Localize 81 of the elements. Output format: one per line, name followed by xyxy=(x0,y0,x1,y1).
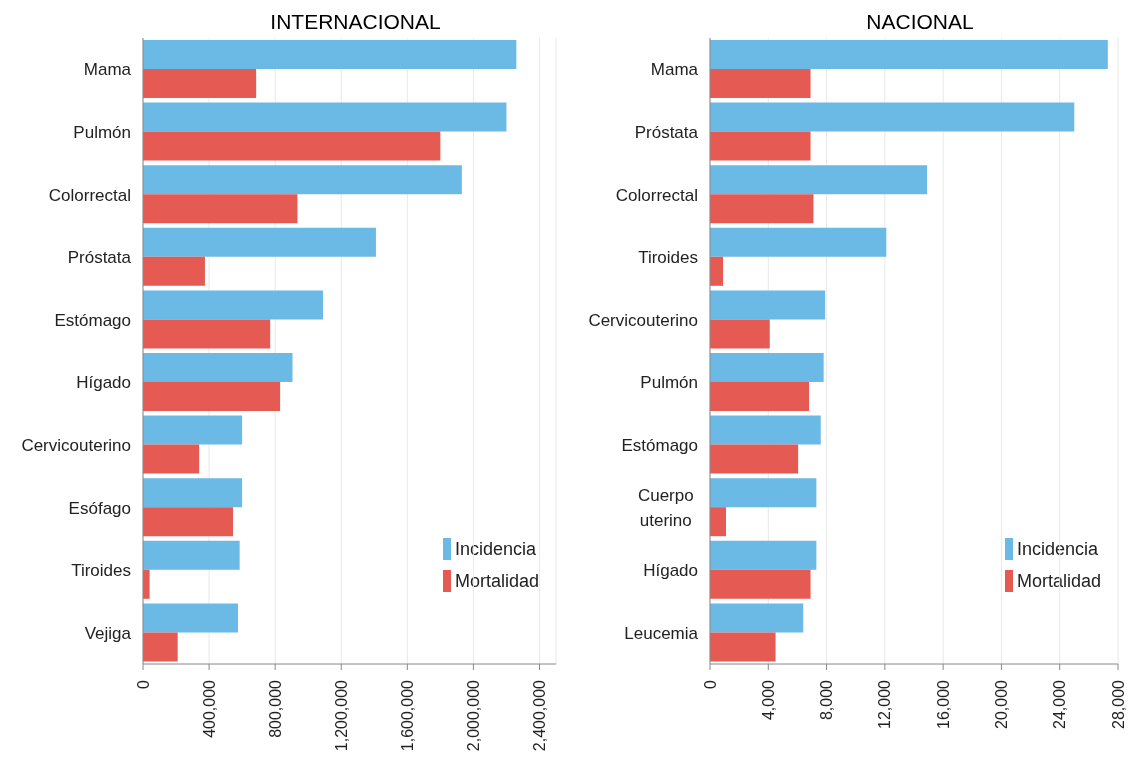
bar xyxy=(143,290,324,320)
y-tick-label: Tiroides xyxy=(638,247,698,267)
y-tick-label: Cervicouterino xyxy=(21,435,131,455)
y-tick-label: Leucemia xyxy=(624,623,699,643)
bar xyxy=(143,478,243,508)
y-tick-label: Próstata xyxy=(67,247,132,267)
bar xyxy=(710,194,814,224)
bar xyxy=(710,227,887,257)
y-tick-label: Estómago xyxy=(621,435,698,455)
y-tick-label: Próstata xyxy=(634,122,699,142)
bar xyxy=(710,603,804,633)
bar xyxy=(710,165,928,195)
bar xyxy=(143,227,376,257)
y-tick-label: Mama xyxy=(650,59,699,79)
bar xyxy=(710,632,776,662)
x-tick-label: 400,000 xyxy=(200,679,218,738)
bar xyxy=(710,69,811,98)
x-tick-label: 0 xyxy=(701,679,719,689)
x-tick-label: 16,000 xyxy=(934,679,952,729)
bar xyxy=(143,256,205,286)
bar xyxy=(710,319,770,349)
y-tick-label: Esófago xyxy=(68,498,131,517)
y-tick-label: Mama xyxy=(83,59,132,79)
bar xyxy=(143,353,293,382)
x-tick-label: 2,400,000 xyxy=(530,679,548,752)
x-tick-label: 800,000 xyxy=(266,679,284,738)
legend-label: Mortalidad xyxy=(1017,570,1102,592)
bar xyxy=(143,382,281,411)
bar xyxy=(143,415,243,445)
y-tick-label: Colorrectal xyxy=(48,185,131,204)
y-tick-label: Tiroides xyxy=(71,560,131,580)
x-tick-label: 24,000 xyxy=(1051,679,1069,729)
y-tick-label: Vejiga xyxy=(84,623,132,643)
bar xyxy=(143,569,150,599)
bar xyxy=(143,632,178,662)
x-tick-label: 4,000 xyxy=(759,679,777,721)
bar xyxy=(710,444,799,474)
bar xyxy=(143,165,462,195)
bar xyxy=(710,569,811,599)
bar xyxy=(143,131,441,161)
y-tick-label: Cervicouterino xyxy=(588,310,698,330)
bar xyxy=(710,256,724,286)
x-tick-label: 2,000,000 xyxy=(464,679,482,752)
x-tick-label: 28,000 xyxy=(1109,679,1127,729)
legend-label: Incidencia xyxy=(455,538,537,560)
y-tick-label: Pulmón xyxy=(640,372,698,392)
bar xyxy=(143,102,507,132)
y-tick-label: Colorrectal xyxy=(615,185,698,204)
bar xyxy=(710,540,817,570)
x-tick-label: 0 xyxy=(134,679,152,689)
x-tick-label: 20,000 xyxy=(992,679,1010,729)
x-tick-label: 12,000 xyxy=(876,679,894,729)
y-tick-label: Hígado xyxy=(76,372,131,392)
chart-title: NACIONAL xyxy=(865,9,975,35)
x-tick-label: 1,200,000 xyxy=(332,679,350,752)
bar xyxy=(143,603,238,633)
legend-label: Mortalidad xyxy=(455,570,540,592)
bar xyxy=(710,415,821,445)
bar xyxy=(710,507,727,537)
bar xyxy=(710,102,1075,132)
bar xyxy=(710,478,817,508)
y-tick-label: Hígado xyxy=(643,560,698,580)
bar xyxy=(143,507,234,537)
bar xyxy=(143,69,257,98)
bar xyxy=(710,131,811,161)
y-tick-label: Estómago xyxy=(54,310,131,330)
x-tick-label: 8,000 xyxy=(818,679,836,721)
bar xyxy=(710,382,810,411)
bar xyxy=(143,194,298,224)
bar xyxy=(143,444,200,474)
bar xyxy=(143,540,240,570)
x-tick-label: 1,600,000 xyxy=(398,679,416,752)
bar xyxy=(710,290,826,320)
bar xyxy=(710,40,1108,69)
legend-label: Incidencia xyxy=(1017,538,1099,560)
bar xyxy=(143,319,271,349)
bar xyxy=(710,353,824,382)
bar xyxy=(143,40,517,69)
chart-title: INTERNACIONAL xyxy=(269,9,442,35)
y-tick-label: Pulmón xyxy=(73,122,131,142)
y-tick-label: Cuerpo uterino xyxy=(637,485,694,530)
